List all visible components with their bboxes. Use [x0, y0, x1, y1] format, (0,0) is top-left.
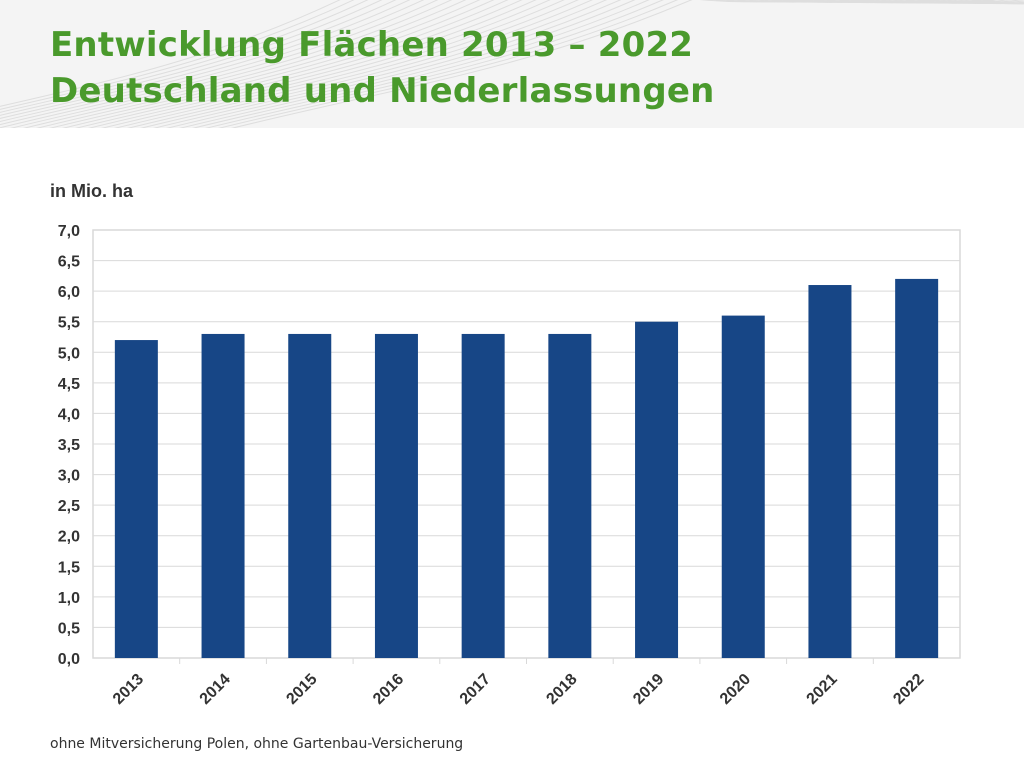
y-tick-label: 1,0: [58, 590, 80, 607]
page-title: Entwicklung Flächen 2013 – 2022 Deutschl…: [50, 22, 715, 114]
y-axis-unit-label: in Mio. ha: [50, 181, 133, 201]
bar-2020: [721, 315, 765, 658]
bar-2019: [635, 321, 679, 658]
y-tick-label: 5,0: [58, 345, 80, 362]
y-tick-label: 2,0: [58, 529, 80, 546]
y-tick-label: 2,5: [58, 498, 80, 515]
y-tick-label: 1,5: [58, 559, 80, 576]
x-tick-label: 2013: [110, 671, 147, 708]
bar-2018: [548, 333, 592, 658]
bar-2013: [114, 340, 158, 658]
y-tick-label: 7,0: [58, 223, 80, 240]
contour-lines-decoration: [0, 0, 1024, 128]
title-line-1: Entwicklung Flächen 2013 – 2022: [50, 25, 694, 65]
y-tick-label: 4,0: [58, 406, 80, 423]
y-tick-label: 6,5: [58, 254, 80, 271]
x-tick-label: 2017: [457, 671, 494, 708]
x-tick-label: 2014: [197, 671, 234, 708]
y-tick-label: 0,5: [58, 620, 80, 637]
y-tick-label: 4,5: [58, 376, 80, 393]
x-tick-label: 2021: [804, 671, 841, 708]
title-line-2: Deutschland und Niederlassungen: [50, 71, 715, 111]
bar-2021: [808, 285, 852, 658]
header-banner: Entwicklung Flächen 2013 – 2022 Deutschl…: [0, 0, 1024, 128]
bar-2016: [374, 333, 418, 658]
footnote: ohne Mitversicherung Polen, ohne Gartenb…: [50, 736, 464, 752]
bar-2014: [201, 333, 245, 658]
y-tick-label: 0,0: [58, 651, 80, 668]
x-tick-label: 2020: [717, 671, 754, 708]
x-tick-label: 2015: [283, 671, 320, 708]
x-tick-label: 2019: [630, 671, 667, 708]
y-tick-label: 3,0: [58, 468, 80, 485]
x-tick-label: 2016: [370, 671, 407, 708]
x-tick-label: 2018: [543, 671, 580, 708]
bar-2022: [895, 278, 939, 658]
bar-2017: [461, 333, 505, 658]
x-tick-label: 2022: [890, 671, 927, 708]
y-tick-label: 5,5: [58, 315, 80, 332]
y-tick-label: 6,0: [58, 284, 80, 301]
bar-2015: [288, 333, 332, 658]
y-tick-label: 3,5: [58, 437, 80, 454]
